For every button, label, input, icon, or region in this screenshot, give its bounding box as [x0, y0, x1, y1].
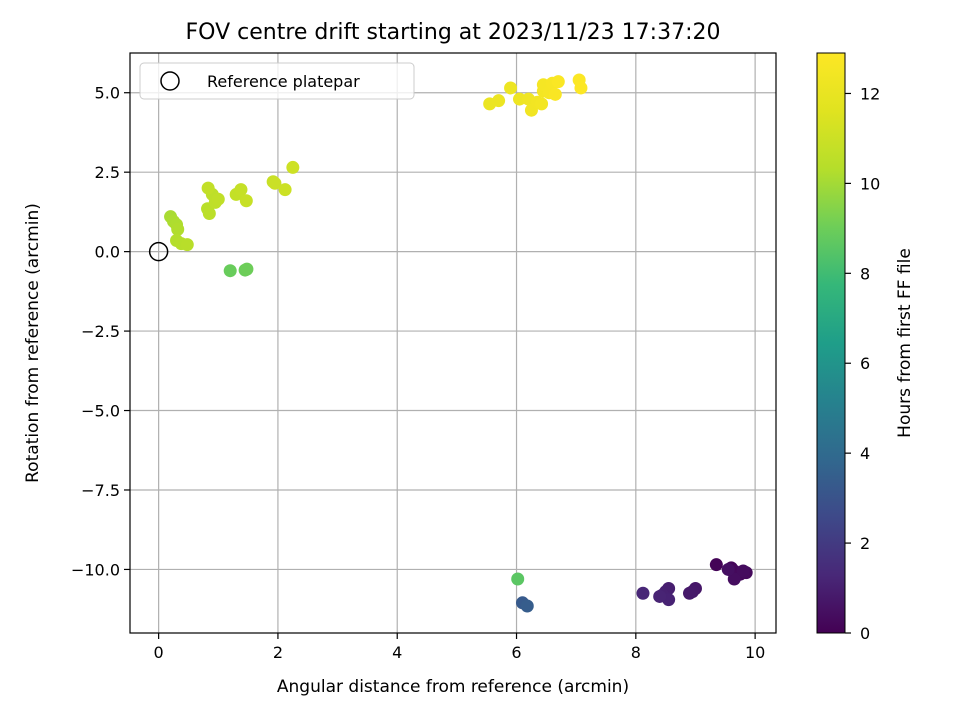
x-tick-label: 4 [392, 643, 402, 662]
colorbar-tick-label: 10 [860, 174, 880, 193]
plot-frame [129, 52, 777, 634]
data-point [268, 176, 282, 190]
data-point [551, 75, 565, 89]
reference-marker-layer [148, 241, 169, 262]
y-axis-label: Rotation from reference (arcmin) [23, 203, 43, 483]
legend-box [139, 62, 415, 100]
data-point [171, 222, 185, 236]
data-point [211, 192, 225, 206]
y-tick-label: −5.0 [81, 402, 120, 421]
data-point [736, 564, 750, 578]
y-tick-label: −2.5 [81, 322, 120, 341]
y-tick-label: −7.5 [81, 481, 120, 500]
legend-marker-icon [160, 71, 180, 91]
data-point [180, 238, 194, 252]
colorbar-label: Hours from first FF file [895, 248, 915, 438]
legend-entry-label: Reference platepar [207, 72, 360, 91]
data-point [513, 92, 527, 106]
colorbar [816, 52, 846, 634]
colorbar-tick-label: 6 [860, 354, 870, 373]
colorbar-tick-label: 8 [860, 264, 870, 283]
data-point [683, 586, 697, 600]
data-point [511, 572, 525, 586]
data-point [574, 81, 588, 95]
data-point [520, 599, 534, 613]
data-point [535, 97, 549, 111]
colorbar-tick-label: 4 [860, 444, 870, 463]
x-axis-label: Angular distance from reference (arcmin) [277, 677, 629, 697]
data-point [201, 181, 215, 195]
grid-lines [130, 53, 776, 633]
data-point [234, 183, 248, 197]
data-point [709, 558, 723, 572]
y-tick-label: −10.0 [71, 560, 120, 579]
y-tick-label: 5.0 [95, 84, 120, 103]
data-point [202, 206, 216, 220]
y-tick-label: 0.0 [95, 243, 120, 262]
data-point [240, 262, 254, 276]
data-point [727, 572, 741, 586]
data-point [223, 264, 237, 278]
data-point [286, 160, 300, 174]
colorbar-tick-label: 0 [860, 624, 870, 643]
x-tick-label: 8 [631, 643, 641, 662]
colorbar-tick-label: 12 [860, 84, 880, 103]
y-tick-label: 2.5 [95, 163, 120, 182]
x-tick-label: 2 [273, 643, 283, 662]
x-ticks: 0 2 4 6 8 10 [154, 633, 765, 662]
data-point [492, 94, 506, 108]
data-point [636, 586, 650, 600]
x-tick-label: 10 [745, 643, 765, 662]
x-tick-label: 0 [154, 643, 164, 662]
colorbar-ticks: 0 2 4 6 8 10 12 [845, 84, 880, 643]
x-tick-label: 6 [511, 643, 521, 662]
legend: Reference platepar [139, 62, 415, 100]
data-point [548, 87, 562, 101]
data-point [278, 183, 292, 197]
data-point [721, 562, 735, 576]
data-points [164, 73, 753, 613]
reference-platepar-marker [148, 241, 169, 262]
y-ticks: −10.0 −7.5 −5.0 −2.5 0.0 2.5 5.0 [71, 84, 130, 579]
colorbar-tick-label: 2 [860, 534, 870, 553]
chart-title: FOV centre drift starting at 2023/11/23 … [186, 20, 721, 45]
data-point [504, 81, 518, 95]
data-point [653, 589, 667, 603]
data-point [239, 194, 253, 208]
